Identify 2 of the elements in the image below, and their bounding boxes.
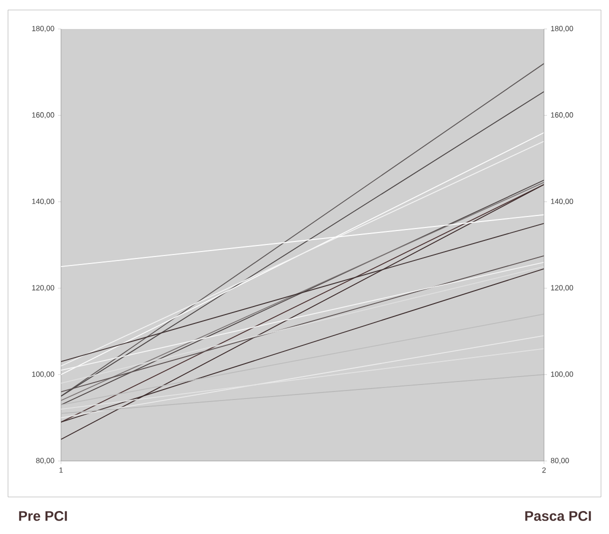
text: Pre PCI [19, 511, 67, 521]
text: Pasca PCI [525, 511, 591, 521]
